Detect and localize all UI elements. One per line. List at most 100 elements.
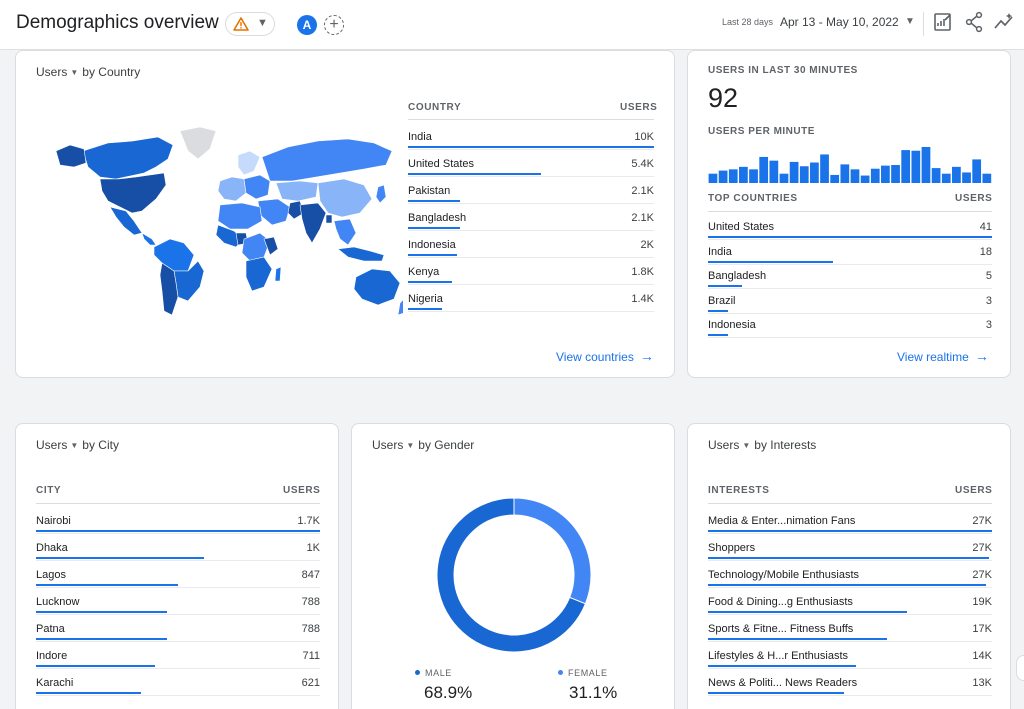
map-region-bangladesh[interactable] <box>325 214 333 224</box>
table-row[interactable]: Lucknow 788 <box>36 588 320 615</box>
users-per-minute-bar[interactable] <box>799 166 809 183</box>
table-row[interactable]: India 10K <box>408 123 654 150</box>
column-header-users[interactable]: USERS <box>955 485 993 496</box>
map-region-china[interactable] <box>317 178 373 218</box>
chevron-down-icon[interactable]: ▼ <box>905 16 915 27</box>
map-region-central-america[interactable] <box>141 232 157 246</box>
map-region-russia[interactable] <box>261 138 393 182</box>
map-region-europe-west[interactable] <box>217 176 247 202</box>
table-row[interactable]: Bangladesh 5 <box>708 262 992 289</box>
table-row[interactable]: News & Politi... News Readers 13K <box>708 669 992 696</box>
table-row[interactable]: Lagos 847 <box>36 561 320 588</box>
map-region-new-zealand[interactable] <box>397 299 403 316</box>
chevron-down-icon[interactable]: ▼ <box>742 441 751 450</box>
customize-report-icon[interactable] <box>933 11 953 33</box>
users-per-minute-bar[interactable] <box>830 174 840 183</box>
column-header-users[interactable]: USERS <box>283 485 321 496</box>
table-row[interactable]: Indonesia 2K <box>408 231 654 258</box>
table-row[interactable]: Indore 711 <box>36 642 320 669</box>
map-region-alaska[interactable] <box>55 144 87 168</box>
map-region-europe-east[interactable] <box>243 174 271 200</box>
card-title[interactable]: Users ▼ by Country <box>36 65 140 79</box>
map-region-north-africa[interactable] <box>217 202 263 230</box>
users-per-minute-bar[interactable] <box>982 173 992 183</box>
users-per-minute-bar[interactable] <box>952 166 961 183</box>
insights-icon[interactable] <box>993 11 1015 33</box>
users-per-minute-bar[interactable] <box>840 164 850 183</box>
metric-selector[interactable]: Users <box>708 438 740 452</box>
users-per-minute-bar[interactable] <box>931 168 941 183</box>
add-comparison-button[interactable]: + <box>324 15 344 35</box>
comparison-avatar[interactable]: A <box>297 15 317 35</box>
users-per-minute-bar[interactable] <box>870 168 880 183</box>
table-row[interactable]: Food & Dining...g Enthusiasts 19K <box>708 588 992 615</box>
users-per-minute-bar[interactable] <box>962 172 971 183</box>
users-per-minute-bar[interactable] <box>789 161 799 183</box>
table-row[interactable]: Technology/Mobile Enthusiasts 27K <box>708 561 992 588</box>
chevron-down-icon[interactable]: ▼ <box>406 441 415 450</box>
gender-donut-chart[interactable] <box>436 497 592 653</box>
table-row[interactable]: Dhaka 1K <box>36 534 320 561</box>
metric-selector[interactable]: Users <box>36 65 68 79</box>
map-region-madagascar[interactable] <box>274 266 282 282</box>
map-region-canada[interactable] <box>82 136 174 180</box>
users-per-minute-bar[interactable] <box>921 147 931 183</box>
table-row[interactable]: Karachi 621 <box>36 669 320 696</box>
table-row[interactable]: Shoppers 27K <box>708 534 992 561</box>
table-row[interactable]: Media & Enter...nimation Fans 27K <box>708 507 992 534</box>
map-region-united-states[interactable] <box>99 172 167 214</box>
map-region-india[interactable] <box>299 202 327 244</box>
table-row[interactable]: Indonesia 3 <box>708 311 992 338</box>
table-row[interactable]: India 18 <box>708 238 992 265</box>
table-row[interactable]: Brazil 3 <box>708 287 992 314</box>
data-quality-chip[interactable]: ▼ <box>225 12 275 36</box>
users-per-minute-bar[interactable] <box>759 156 769 183</box>
users-per-minute-bar[interactable] <box>769 160 779 183</box>
map-region-middle-east[interactable] <box>257 198 291 226</box>
map-region-scandinavia[interactable] <box>237 150 261 176</box>
map-region-southeast-asia[interactable] <box>333 218 357 246</box>
table-row[interactable]: United States 5.4K <box>408 150 654 177</box>
share-icon[interactable] <box>964 11 984 33</box>
users-per-minute-bar[interactable] <box>779 173 789 183</box>
map-region-indonesia[interactable] <box>337 246 385 262</box>
card-title[interactable]: Users ▼ by Interests <box>708 438 816 452</box>
map-region-kenya[interactable] <box>263 236 279 256</box>
view-realtime-link[interactable]: View realtime → <box>897 348 989 364</box>
map-region-australia[interactable] <box>353 268 401 306</box>
world-map[interactable] <box>38 121 403 316</box>
chevron-down-icon[interactable]: ▼ <box>70 441 79 450</box>
date-range-picker[interactable]: Apr 13 - May 10, 2022 <box>780 15 899 29</box>
donut-segment-male[interactable] <box>436 497 587 653</box>
users-per-minute-bar[interactable] <box>718 170 728 183</box>
map-region-japan[interactable] <box>375 184 387 204</box>
table-row[interactable]: Kenya 1.8K <box>408 258 654 285</box>
users-per-minute-bar[interactable] <box>911 150 921 183</box>
users-per-minute-bar[interactable] <box>728 169 738 183</box>
map-region-mexico[interactable] <box>109 206 143 236</box>
card-title[interactable]: Users ▼ by Gender <box>372 438 474 452</box>
users-per-minute-bar[interactable] <box>739 166 748 183</box>
users-per-minute-bar[interactable] <box>749 169 758 183</box>
users-per-minute-bar[interactable] <box>708 173 718 183</box>
map-region-greenland[interactable] <box>179 126 217 160</box>
users-per-minute-chart[interactable] <box>708 143 992 183</box>
chevron-down-icon[interactable]: ▼ <box>70 68 79 77</box>
table-row[interactable]: Bangladesh 2.1K <box>408 204 654 231</box>
table-row[interactable]: United States 41 <box>708 213 992 240</box>
users-per-minute-bar[interactable] <box>881 165 890 183</box>
users-per-minute-bar[interactable] <box>820 154 829 183</box>
users-per-minute-bar[interactable] <box>850 169 860 183</box>
table-row[interactable]: Nairobi 1.7K <box>36 507 320 534</box>
side-panel-toggle[interactable] <box>1016 655 1024 681</box>
metric-selector[interactable]: Users <box>372 438 404 452</box>
view-countries-link[interactable]: View countries → <box>556 348 654 364</box>
users-per-minute-bar[interactable] <box>810 162 819 183</box>
map-region-south-america-north[interactable] <box>153 238 195 272</box>
donut-segment-female[interactable] <box>513 497 592 605</box>
card-title[interactable]: Users ▼ by City <box>36 438 119 452</box>
column-header-users[interactable]: USERS <box>620 102 658 113</box>
map-region-southern-africa[interactable] <box>245 256 273 292</box>
metric-selector[interactable]: Users <box>36 438 68 452</box>
table-row[interactable]: Nigeria 1.4K <box>408 285 654 312</box>
